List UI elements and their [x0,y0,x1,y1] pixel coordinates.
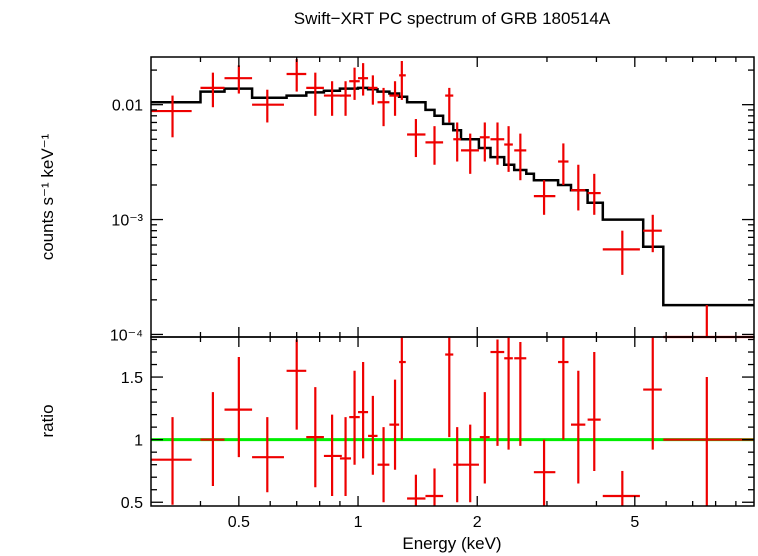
top-point-4 [286,58,307,92]
top-point-23 [533,180,556,215]
ratio-point-12 [389,379,400,470]
ratio-point-18 [461,424,479,503]
top-point-25 [570,164,586,211]
top-point-8 [349,67,360,100]
top-point-21 [504,126,513,172]
top-point-27 [602,230,640,275]
ratio-point-23 [533,439,556,506]
ratio-point-28 [643,337,662,450]
top-point-15 [425,126,444,165]
ratio-point-29 [663,377,754,506]
ratio-point-1 [200,392,225,486]
top-panel: 0.01 10⁻³ 10⁻⁴ [110,56,755,344]
top-point-5 [306,72,324,116]
ratio-point-0 [151,417,192,505]
bottom-panel-frame [150,336,755,507]
ratio-point-15 [425,468,444,506]
top-point-16 [445,87,454,123]
ratio-point-3 [252,417,284,493]
ratio-point-14 [407,474,426,506]
model-step-line [151,86,754,307]
x-axis-label: Energy (keV) [402,534,501,553]
ratio-point-10 [368,395,378,475]
ratio-point-25 [570,370,586,484]
top-point-20 [490,122,505,165]
ratio-point-13 [399,337,406,440]
top-point-11 [377,87,390,127]
top-point-24 [558,143,569,185]
top-ytick-label-1: 10⁻³ [111,213,143,230]
ratio-point-7 [339,417,352,496]
ratio-point-16 [445,337,454,438]
ratio-point-21 [504,337,513,450]
top-point-0 [151,95,192,138]
top-point-18 [461,133,479,174]
top-point-1 [200,72,225,108]
top-point-28 [643,214,662,253]
ratio-point-4 [286,339,307,430]
top-point-14 [407,119,426,158]
top-y-axis-label: counts s⁻¹ keV⁻¹ [38,133,57,260]
top-ytick-label-0: 0.01 [112,98,143,115]
bottom-ytick-label-0: 0.5 [121,495,143,512]
ratio-point-11 [377,427,390,503]
x-tick-label-0: 0.5 [228,514,250,531]
bottom-ytick-label-1: 1 [134,433,143,450]
top-point-17 [453,122,462,162]
data-points-top [151,58,754,339]
axes-top: 0.01 10⁻³ 10⁻⁴ [110,57,754,344]
ratio-point-22 [514,342,527,446]
ratio-point-8 [349,370,360,465]
top-point-7 [339,81,352,116]
bottom-panel: 0.5 1 1.5 [121,336,755,512]
top-point-29 [663,305,754,339]
ratio-point-19 [479,392,490,484]
x-tick-label-3: 5 [630,514,639,531]
top-point-3 [252,89,284,123]
model-curve-top [151,86,754,307]
ratio-point-26 [587,352,601,471]
top-point-13 [399,60,406,100]
ratio-point-9 [358,362,369,459]
ratio-point-2 [224,357,253,458]
top-point-6 [323,81,342,116]
ratio-point-17 [453,427,462,503]
bottom-y-axis-label: ratio [38,404,57,437]
top-point-9 [358,63,369,96]
top-point-2 [224,65,253,94]
data-points-bottom [151,337,754,506]
x-tick-labels: 0.5 1 2 5 [228,514,640,531]
ratio-point-20 [490,339,505,446]
top-point-22 [514,133,527,181]
ratio-point-27 [602,470,640,506]
top-point-19 [479,122,490,162]
x-tick-label-1: 1 [354,514,363,531]
top-point-26 [587,173,601,215]
top-ytick-label-2: 10⁻⁴ [110,327,143,344]
top-point-10 [368,75,378,105]
ratio-point-24 [558,337,569,440]
ratio-point-5 [306,387,324,488]
bottom-ytick-label-2: 1.5 [121,370,143,387]
axes-bottom: 0.5 1 1.5 [121,337,754,512]
chart-title: Swift−XRT PC spectrum of GRB 180514A [294,9,611,28]
top-point-12 [389,81,400,116]
ratio-point-6 [323,414,342,496]
x-tick-label-2: 2 [473,514,482,531]
